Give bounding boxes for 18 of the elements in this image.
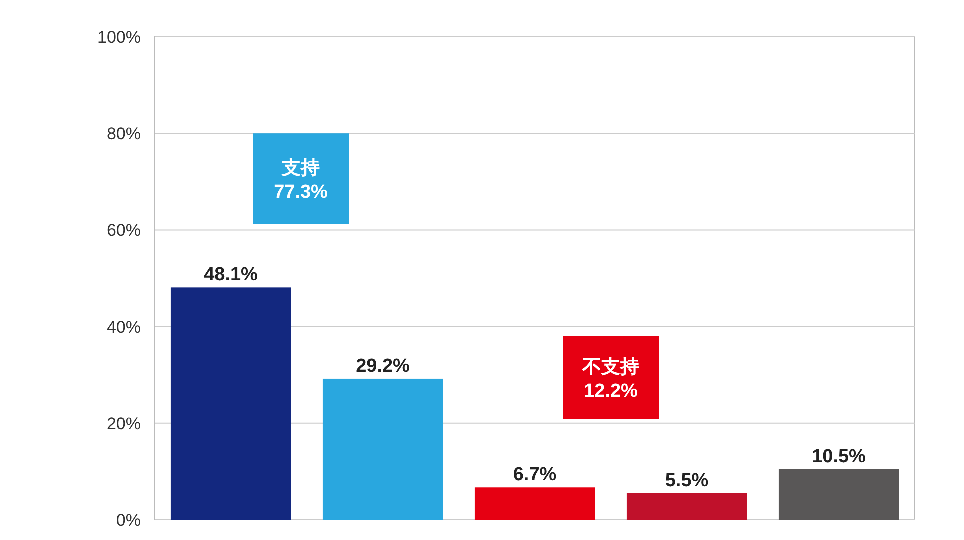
- annotation: 支持 77.3%: [274, 156, 328, 203]
- y-tick-label: 0%: [116, 511, 141, 530]
- data-label: 5.5%: [665, 470, 709, 492]
- y-tick-label: 20%: [106, 414, 141, 434]
- data-label: 10.5%: [812, 446, 866, 468]
- bar: [170, 288, 292, 520]
- data-label: 6.7%: [513, 464, 557, 486]
- bar: [322, 378, 444, 520]
- bar: [474, 488, 596, 520]
- bar: [626, 493, 748, 520]
- data-label: 29.2%: [356, 356, 410, 377]
- y-tick-label: 100%: [98, 28, 141, 47]
- annotation: 不支持 12.2%: [582, 356, 640, 402]
- y-tick-label: 80%: [106, 124, 141, 144]
- data-label: 48.1%: [204, 264, 258, 286]
- y-tick-label: 40%: [106, 318, 141, 337]
- bar: [778, 469, 900, 520]
- y-tick-label: 60%: [106, 221, 141, 240]
